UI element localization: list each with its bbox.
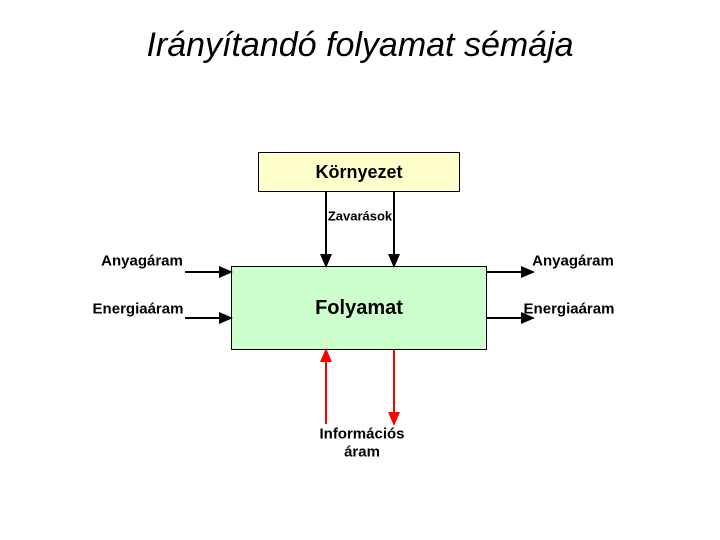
disturbances-label: Zavarások xyxy=(328,209,392,224)
page-title: Irányítandó folyamat sémája xyxy=(0,26,720,65)
process-label: Folyamat xyxy=(315,297,403,320)
process-box: Folyamat xyxy=(231,266,487,350)
energy-flow-right-label: Energiaáram xyxy=(524,301,615,318)
material-flow-right-label: Anyagáram xyxy=(532,253,614,270)
environment-box: Környezet xyxy=(258,152,460,192)
environment-label: Környezet xyxy=(315,162,402,183)
energy-flow-left-label: Energiaáram xyxy=(93,301,184,318)
material-flow-left-label: Anyagáram xyxy=(101,253,183,270)
info-flow-label-line1: Információs xyxy=(319,426,404,443)
info-flow-label-line2: áram xyxy=(344,444,380,461)
